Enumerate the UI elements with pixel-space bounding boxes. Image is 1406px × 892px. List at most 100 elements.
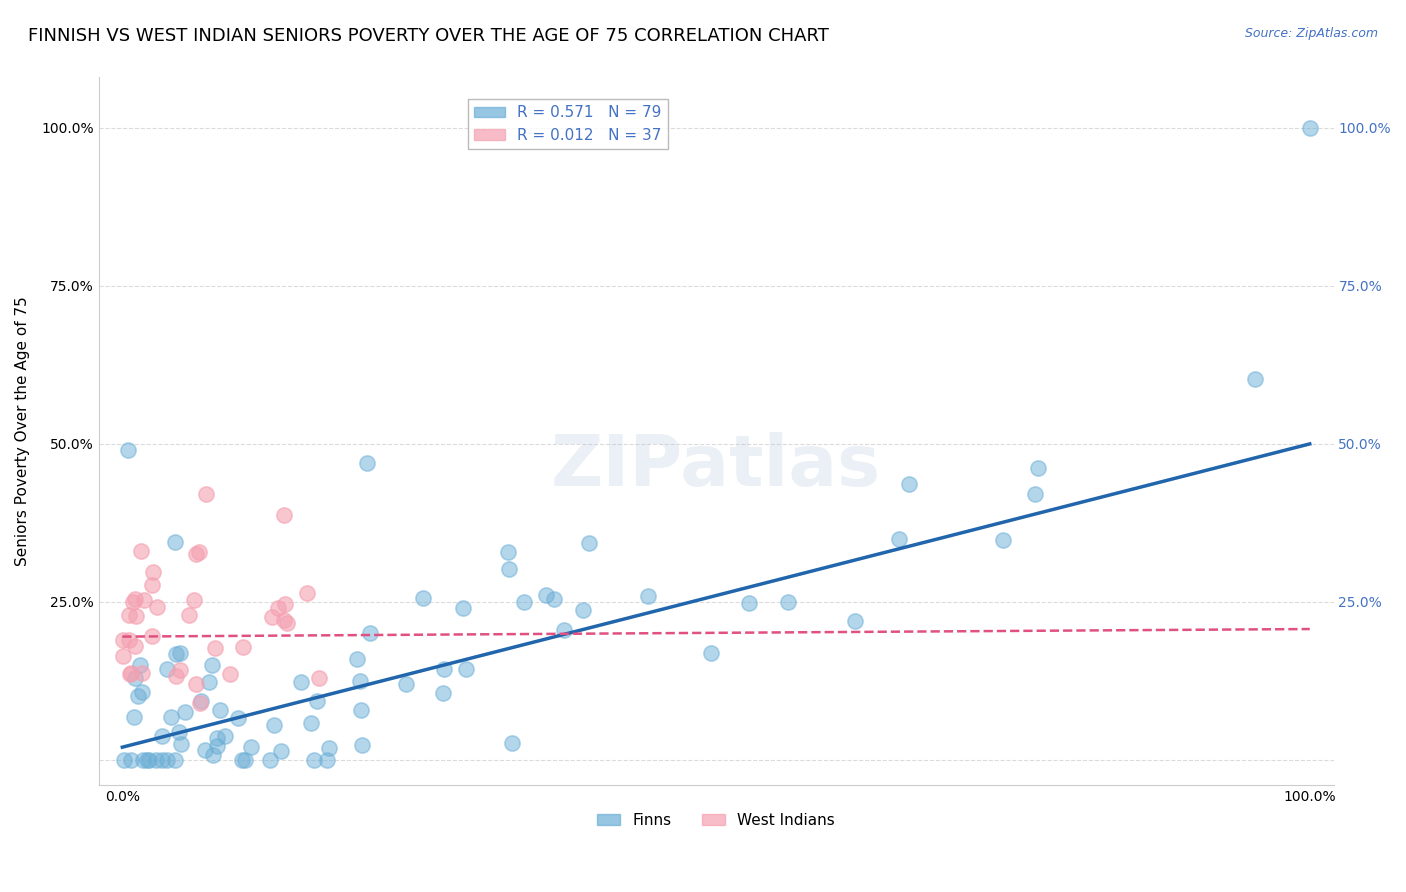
Point: [274, 597, 297, 611]
Point: [889, 532, 911, 546]
Point: [122, 595, 145, 609]
Point: [135, 753, 157, 767]
Point: [141, 578, 163, 592]
Point: [897, 476, 920, 491]
Point: [131, 685, 153, 699]
Point: [208, 703, 231, 717]
Point: [188, 696, 211, 710]
Point: [299, 716, 322, 731]
Point: [131, 665, 153, 680]
Point: [169, 646, 191, 660]
Point: [543, 591, 565, 606]
Point: [197, 674, 219, 689]
Point: [124, 710, 146, 724]
Point: [111, 649, 134, 664]
Point: [226, 711, 249, 725]
Point: [205, 739, 228, 753]
Point: [239, 739, 262, 754]
Point: [142, 565, 165, 579]
Point: [267, 601, 290, 615]
Point: [118, 632, 141, 647]
Y-axis label: Seniors Poverty Over the Age of 75: Seniors Poverty Over the Age of 75: [15, 296, 30, 566]
Point: [578, 536, 600, 550]
Point: [219, 666, 242, 681]
Point: [352, 738, 374, 752]
Point: [395, 677, 418, 691]
Point: [190, 694, 212, 708]
Point: [305, 694, 328, 708]
Point: [276, 616, 298, 631]
Point: [350, 703, 373, 717]
Point: [118, 667, 141, 681]
Point: [263, 718, 285, 732]
Point: [637, 589, 659, 603]
Point: [156, 753, 179, 767]
Point: [290, 674, 312, 689]
Point: [553, 623, 575, 637]
Point: [169, 725, 191, 739]
Point: [112, 753, 135, 767]
Point: [121, 753, 143, 767]
Point: [778, 595, 800, 609]
Point: [295, 586, 318, 600]
Point: [124, 671, 146, 685]
Point: [498, 561, 520, 575]
Point: [1026, 461, 1049, 475]
Point: [125, 608, 148, 623]
Point: [349, 673, 371, 688]
Point: [513, 595, 536, 609]
Point: [165, 753, 187, 767]
Point: [141, 629, 163, 643]
Point: [231, 753, 253, 767]
Point: [356, 456, 378, 470]
Point: [120, 665, 142, 680]
Point: [124, 591, 146, 606]
Legend: Finns, West Indians: Finns, West Indians: [591, 807, 841, 834]
Point: [456, 662, 478, 676]
Point: [132, 593, 155, 607]
Point: [160, 710, 183, 724]
Point: [195, 487, 218, 501]
Point: [165, 668, 187, 682]
Point: [173, 705, 195, 719]
Point: [991, 533, 1014, 547]
Point: [207, 731, 229, 745]
Point: [315, 753, 337, 767]
Point: [1243, 372, 1265, 386]
Point: [844, 614, 866, 628]
Point: [183, 592, 205, 607]
Point: [127, 689, 149, 703]
Point: [270, 744, 292, 758]
Point: [260, 610, 283, 624]
Point: [359, 625, 381, 640]
Point: [145, 753, 167, 767]
Point: [308, 672, 330, 686]
Point: [432, 686, 454, 700]
Point: [184, 676, 207, 690]
Point: [150, 753, 173, 767]
Point: [169, 663, 191, 677]
Text: FINNISH VS WEST INDIAN SENIORS POVERTY OVER THE AGE OF 75 CORRELATION CHART: FINNISH VS WEST INDIAN SENIORS POVERTY O…: [28, 27, 830, 45]
Point: [188, 545, 211, 559]
Point: [138, 753, 160, 767]
Point: [453, 600, 475, 615]
Point: [273, 508, 295, 523]
Point: [259, 753, 281, 767]
Point: [699, 646, 721, 660]
Point: [572, 603, 595, 617]
Point: [165, 647, 187, 661]
Point: [738, 597, 761, 611]
Point: [124, 640, 146, 654]
Point: [214, 729, 236, 743]
Point: [146, 600, 169, 615]
Point: [412, 591, 434, 605]
Point: [232, 640, 254, 654]
Point: [129, 544, 152, 558]
Point: [194, 743, 217, 757]
Point: [346, 652, 368, 666]
Point: [1024, 487, 1046, 501]
Point: [150, 729, 173, 743]
Point: [111, 632, 134, 647]
Text: ZIPatlas: ZIPatlas: [551, 432, 882, 501]
Point: [318, 741, 340, 756]
